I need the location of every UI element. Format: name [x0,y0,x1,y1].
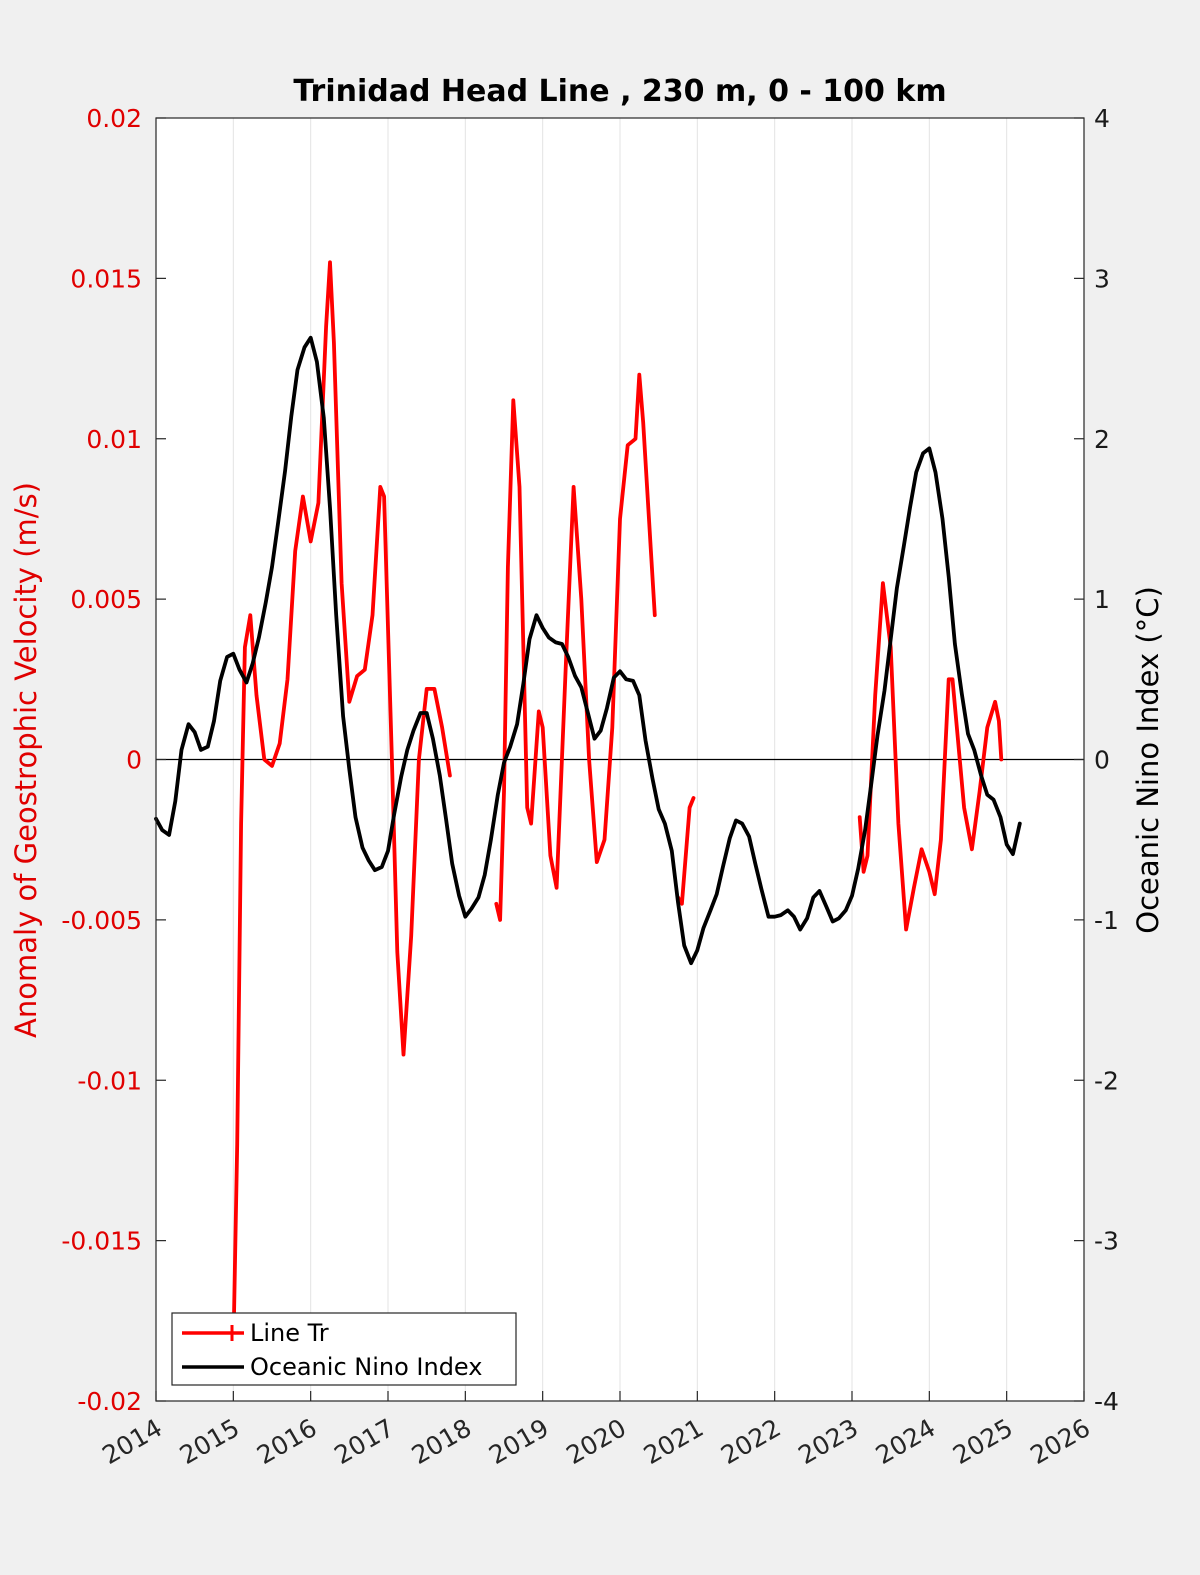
x-tick-label: 2022 [716,1413,786,1470]
right-axis-label: Oceanic Nino Index (°C) [1131,586,1165,934]
x-tick-label: 2020 [561,1413,631,1470]
left-tick-label: -0.02 [77,1387,142,1416]
left-tick-label: -0.005 [61,906,142,935]
left-axis-label: Anomaly of Geostrophic Velocity (m/s) [9,482,43,1038]
x-axis-ticks: 2014 2015 2016 2017 2018 2019 2020 2021 2022 2023… [97,1391,1095,1470]
right-tick-label: 3 [1094,264,1110,293]
right-tick-label: -3 [1094,1227,1119,1256]
right-tick-label: 4 [1094,104,1110,133]
right-tick-label: -4 [1094,1387,1119,1416]
series-line-oni [154,335,1022,966]
x-tick-label: 2014 [97,1413,167,1470]
series-line-tr [494,372,657,922]
x-tick-label: 2016 [252,1413,322,1470]
right-tick-label: 2 [1094,425,1110,454]
series-line-tr [676,796,696,906]
legend-box [171,1312,517,1386]
right-tick-label: 0 [1094,746,1110,775]
chart-title: Trinidad Head Line , 230 m, 0 - 100 km [293,74,946,109]
series-layer [154,260,1022,1355]
right-tick-label: 1 [1094,585,1110,614]
left-tick-label: 0.005 [70,585,142,614]
x-tick-label: 2018 [407,1413,477,1470]
left-tick-label: 0.02 [86,104,142,133]
legend: Line Tr Oceanic Nino Index [171,1312,517,1386]
right-tick-label: -1 [1094,906,1119,935]
left-tick-label: 0.01 [86,425,142,454]
left-tick-label: 0 [126,746,142,775]
x-tick-label: 2023 [793,1413,863,1470]
left-tick-label: -0.015 [61,1227,142,1256]
right-tick-label: -2 [1094,1066,1119,1095]
x-tick-label: 2015 [175,1413,245,1470]
series-line-tr [857,581,1004,932]
x-tick-label: 2024 [871,1413,941,1470]
x-tick-label: 2019 [484,1413,554,1470]
left-tick-label: -0.01 [77,1066,142,1095]
x-tick-label: 2017 [329,1413,399,1470]
legend-label-oni: Oceanic Nino Index [250,1353,482,1381]
left-axis-ticks: -0.02 -0.015 -0.01 -0.005 0 0.005 0.01 0.015 0.0… [61,104,1084,1416]
legend-label-line-tr: Line Tr [250,1319,329,1347]
right-axis-ticks: -4 -3 -2 -1 0 1 2 3 4 [1094,104,1119,1416]
left-tick-label: 0.015 [70,264,142,293]
x-tick-label: 2021 [639,1413,709,1470]
x-tick-label: 2025 [948,1413,1018,1470]
series-line-tr [231,260,452,1355]
x-tick-label: 2026 [1025,1413,1095,1470]
